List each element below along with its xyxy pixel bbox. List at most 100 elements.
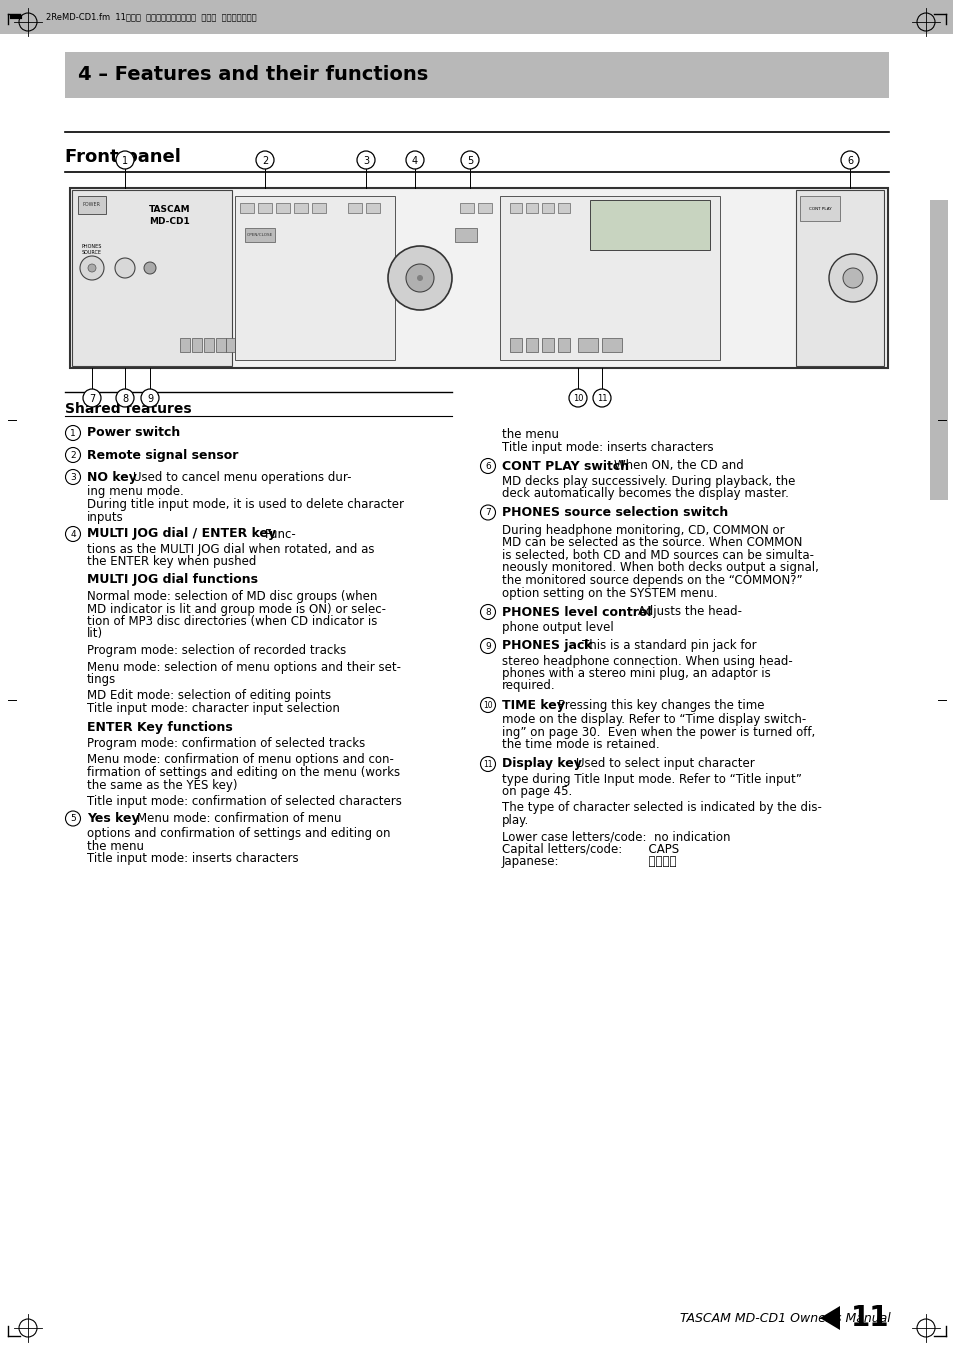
Bar	[499, 196, 720, 360]
Circle shape	[88, 265, 96, 271]
Text: 11: 11	[597, 394, 607, 404]
Text: 5: 5	[71, 814, 76, 824]
Text: POWER: POWER	[83, 202, 101, 208]
Circle shape	[115, 258, 135, 278]
Text: 2: 2	[262, 155, 268, 166]
Text: CONT PLAY switch: CONT PLAY switch	[501, 459, 628, 472]
Circle shape	[460, 151, 478, 169]
Text: PHONES level control: PHONES level control	[501, 606, 651, 618]
Text: 8: 8	[485, 608, 491, 617]
Circle shape	[406, 265, 434, 292]
Text: phones with a stereo mini plug, an adaptor is: phones with a stereo mini plug, an adapt…	[501, 667, 770, 680]
Circle shape	[255, 151, 274, 169]
Circle shape	[842, 269, 862, 288]
Text: 3: 3	[362, 155, 369, 166]
Bar	[541, 338, 554, 352]
Circle shape	[406, 151, 423, 169]
Text: Normal mode: selection of MD disc groups (when: Normal mode: selection of MD disc groups…	[87, 590, 377, 603]
Circle shape	[568, 389, 586, 406]
Circle shape	[116, 151, 133, 169]
Text: neously monitored. When both decks output a signal,: neously monitored. When both decks outpu…	[501, 562, 818, 575]
Text: 7: 7	[485, 509, 491, 517]
Text: PHONES: PHONES	[82, 243, 102, 248]
Text: the time mode is retained.: the time mode is retained.	[501, 738, 659, 752]
Text: Program mode: confirmation of selected tracks: Program mode: confirmation of selected t…	[87, 737, 365, 751]
Bar	[601, 338, 621, 352]
Bar	[510, 202, 521, 213]
Text: Menu mode: confirmation of menu options and con-: Menu mode: confirmation of menu options …	[87, 753, 394, 767]
Text: options and confirmation of settings and editing on: options and confirmation of settings and…	[87, 828, 390, 840]
Circle shape	[141, 389, 159, 406]
Text: 2ReMD-CD1.fm  11ページ  ２００４年１１朎５日  金曜日  午前７時３５分: 2ReMD-CD1.fm 11ページ ２００４年１１朎５日 金曜日 午前７時３５…	[46, 12, 256, 22]
Bar	[589, 200, 709, 250]
Text: tings: tings	[87, 674, 116, 686]
Bar	[192, 338, 202, 352]
Text: the monitored source depends on the “COMMON?”: the monitored source depends on the “COM…	[501, 574, 801, 587]
Circle shape	[828, 254, 876, 302]
Circle shape	[480, 639, 495, 653]
Text: 1: 1	[122, 155, 128, 166]
Bar	[795, 190, 883, 366]
Bar	[525, 338, 537, 352]
Bar	[558, 338, 569, 352]
Circle shape	[416, 275, 422, 281]
Text: Yes key: Yes key	[87, 811, 139, 825]
Bar	[275, 202, 290, 213]
Text: MD indicator is lit and group mode is ON) or selec-: MD indicator is lit and group mode is ON…	[87, 602, 386, 616]
Text: Used to select input character: Used to select input character	[576, 757, 754, 771]
Bar	[929, 200, 947, 500]
Text: 11: 11	[850, 1304, 888, 1332]
Bar	[477, 202, 492, 213]
Text: MULTI JOG dial / ENTER key: MULTI JOG dial / ENTER key	[87, 528, 275, 540]
Text: ing menu mode.: ing menu mode.	[87, 486, 184, 498]
Text: Title input mode: inserts characters: Title input mode: inserts characters	[501, 440, 713, 454]
Circle shape	[116, 389, 133, 406]
Text: 6: 6	[846, 155, 852, 166]
Bar	[240, 202, 253, 213]
Text: tions as the MULTI JOG dial when rotated, and as: tions as the MULTI JOG dial when rotated…	[87, 543, 375, 555]
Circle shape	[66, 425, 80, 440]
Text: MD can be selected as the source. When COMMON: MD can be selected as the source. When C…	[501, 536, 801, 549]
Bar	[294, 202, 308, 213]
Bar	[245, 228, 274, 242]
Circle shape	[144, 262, 156, 274]
Circle shape	[593, 389, 610, 406]
Text: Func-: Func-	[265, 528, 296, 540]
Text: SOURCE: SOURCE	[82, 250, 102, 255]
Bar	[800, 196, 840, 221]
Text: the same as the YES key): the same as the YES key)	[87, 779, 237, 791]
Text: CONT PLAY: CONT PLAY	[808, 207, 830, 211]
Circle shape	[66, 526, 80, 541]
Text: the menu: the menu	[501, 428, 558, 441]
Bar	[366, 202, 379, 213]
Bar	[70, 188, 887, 369]
Bar	[0, 0, 953, 34]
Text: type during Title Input mode. Refer to “Title input”: type during Title Input mode. Refer to “…	[501, 772, 801, 786]
Bar	[204, 338, 213, 352]
Circle shape	[80, 256, 104, 279]
Text: stereo headphone connection. When using head-: stereo headphone connection. When using …	[501, 655, 792, 667]
Text: During headphone monitoring, CD, COMMON or: During headphone monitoring, CD, COMMON …	[501, 524, 783, 537]
Text: mode on the display. Refer to “Time display switch-: mode on the display. Refer to “Time disp…	[501, 714, 805, 726]
Text: lit): lit)	[87, 628, 103, 640]
Text: During title input mode, it is used to delete character: During title input mode, it is used to d…	[87, 498, 403, 512]
Bar	[65, 53, 888, 99]
Circle shape	[66, 811, 80, 826]
Text: Shared features: Shared features	[65, 402, 192, 416]
Text: phone output level: phone output level	[501, 621, 613, 633]
Text: inputs: inputs	[87, 510, 124, 524]
Bar	[558, 202, 569, 213]
Text: tion of MP3 disc directories (when CD indicator is: tion of MP3 disc directories (when CD in…	[87, 616, 377, 628]
Text: Menu mode: selection of menu options and their set-: Menu mode: selection of menu options and…	[87, 660, 400, 674]
Text: 10: 10	[572, 394, 582, 404]
Text: required.: required.	[501, 679, 555, 693]
Text: Adjusts the head-: Adjusts the head-	[638, 606, 741, 618]
Bar	[525, 202, 537, 213]
Circle shape	[480, 605, 495, 620]
Text: 4: 4	[71, 529, 75, 539]
Text: 3: 3	[71, 472, 76, 482]
Text: 10: 10	[482, 701, 493, 710]
Text: PHONES source selection switch: PHONES source selection switch	[501, 506, 727, 518]
Text: Japanese:                        カタカナ: Japanese: カタカナ	[501, 856, 677, 868]
Text: 4 – Features and their functions: 4 – Features and their functions	[78, 66, 428, 85]
